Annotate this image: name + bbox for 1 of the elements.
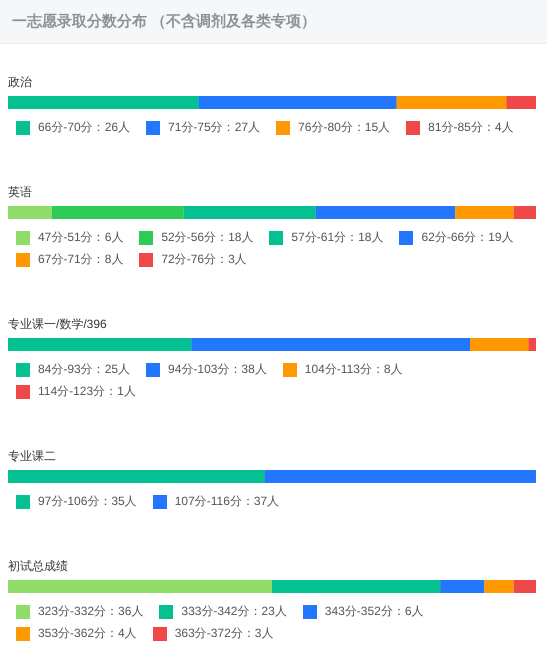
title: 一志愿录取分数分布 （不含调剂及各类专项）: [11, 12, 318, 32]
